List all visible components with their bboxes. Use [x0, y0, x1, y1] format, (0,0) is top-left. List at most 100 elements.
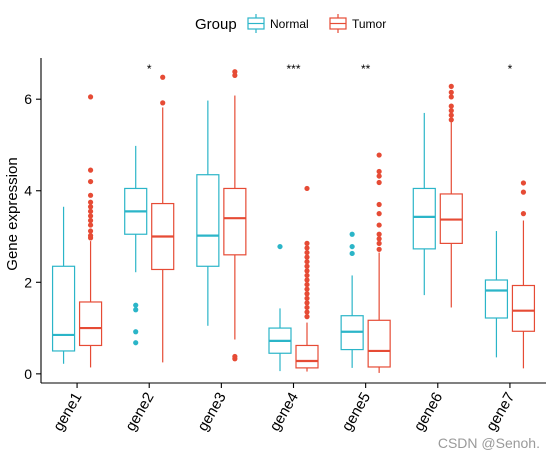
outlier-point [87, 217, 94, 224]
outlier-point [448, 103, 454, 109]
outlier-point [520, 180, 527, 186]
outlier-point [520, 189, 527, 195]
y-tick-label: 4 [24, 183, 32, 199]
x-tick-label: gene5 [339, 390, 375, 435]
outlier-point [277, 243, 283, 250]
significance-marker: *** [286, 62, 300, 76]
box-normal-gene4 [268, 243, 292, 372]
box-tumor-gene3 [223, 69, 247, 362]
box-body [78, 301, 103, 347]
outlier-point [160, 74, 166, 80]
significance-marker: * [508, 62, 513, 76]
outlier-point [448, 89, 454, 95]
box-normal-gene3 [196, 100, 220, 326]
box-body [295, 344, 319, 369]
outlier-point [87, 199, 94, 205]
legend-item-tumor: Tumor [329, 14, 386, 33]
outlier-point [376, 231, 382, 237]
box-body [196, 174, 220, 267]
outlier-point [304, 240, 310, 246]
outlier-point [376, 201, 382, 208]
outlier-point [304, 259, 310, 265]
outlier-point [232, 72, 238, 78]
outlier-point [232, 356, 238, 362]
outlier-point [448, 108, 454, 114]
box-body [367, 319, 391, 368]
x-tick-label: gene7 [483, 390, 519, 435]
outlier-point [376, 179, 382, 186]
outlier-point [87, 167, 94, 173]
outlier-point [520, 211, 527, 217]
outlier-point [304, 300, 310, 306]
outlier-point [376, 246, 382, 252]
significance-marker: ** [361, 62, 371, 76]
y-axis-label: Gene expression [4, 157, 21, 270]
x-tick-label: gene1 [50, 390, 86, 435]
outlier-point [304, 254, 310, 260]
outlier-point [304, 185, 310, 192]
outlier-point [87, 94, 94, 100]
legend: Group Normal Tumor [195, 14, 386, 33]
outlier-point [87, 228, 94, 234]
outlier-point [304, 286, 310, 292]
box-tumor-gene7 [511, 180, 536, 369]
box-body [51, 265, 76, 352]
y-tick-label: 6 [24, 91, 32, 107]
x-tick-label: gene2 [122, 390, 158, 435]
outlier-point [87, 235, 94, 241]
box-normal-gene5 [340, 231, 364, 368]
outlier-point [349, 243, 355, 250]
outlier-point [304, 304, 310, 311]
outlier-point [87, 204, 94, 210]
outlier-point [87, 208, 94, 214]
box-body [223, 187, 247, 256]
outlier-point [87, 213, 94, 219]
box-normal-gene6 [412, 112, 436, 296]
outlier-point [304, 291, 310, 297]
outlier-point [349, 231, 355, 237]
outlier-point [448, 83, 454, 89]
outlier-point [349, 250, 355, 257]
box-body [412, 187, 436, 250]
outlier-point [376, 240, 382, 246]
outlier-point [376, 173, 382, 179]
outlier-point [133, 302, 139, 308]
y-tick-label: 0 [24, 366, 32, 382]
outlier-point [448, 117, 454, 123]
boxes-layer [51, 69, 536, 373]
outlier-point [376, 222, 382, 228]
outlier-point [304, 263, 310, 269]
watermark: CSDN @Senoh. [438, 435, 540, 451]
outlier-point [87, 192, 94, 198]
outlier-point [87, 222, 94, 228]
outlier-point [133, 329, 139, 335]
legend-label: Tumor [352, 17, 386, 31]
outlier-point [87, 178, 94, 185]
outlier-point [376, 211, 382, 217]
x-tick-label: gene3 [194, 390, 230, 435]
axes-layer: 0 2 4 6 gene1 gene2 gene3 gene4 gene5 gene6 gene7 [24, 58, 546, 434]
box-body [484, 279, 509, 319]
outlier-point [304, 272, 310, 279]
outlier-point [304, 268, 310, 274]
y-tick-label: 2 [24, 274, 32, 290]
outlier-point [304, 295, 310, 301]
outlier-point [160, 100, 166, 106]
box-tumor-gene6 [439, 83, 463, 308]
outlier-point [448, 94, 454, 100]
box-normal-gene2 [124, 145, 148, 346]
significance-marker: * [147, 62, 152, 76]
box-normal-gene1 [51, 206, 76, 364]
box-tumor-gene1 [78, 94, 103, 368]
significance-layer: * *** ** * [147, 62, 513, 76]
outlier-point [448, 112, 454, 118]
box-tumor-gene5 [367, 152, 391, 373]
outlier-point [376, 168, 382, 175]
legend-label: Normal [270, 17, 309, 31]
x-tick-label: gene6 [411, 390, 447, 435]
outlier-point [304, 245, 310, 251]
x-tick-label: gene4 [266, 390, 302, 435]
box-tumor-gene4 [295, 185, 319, 372]
